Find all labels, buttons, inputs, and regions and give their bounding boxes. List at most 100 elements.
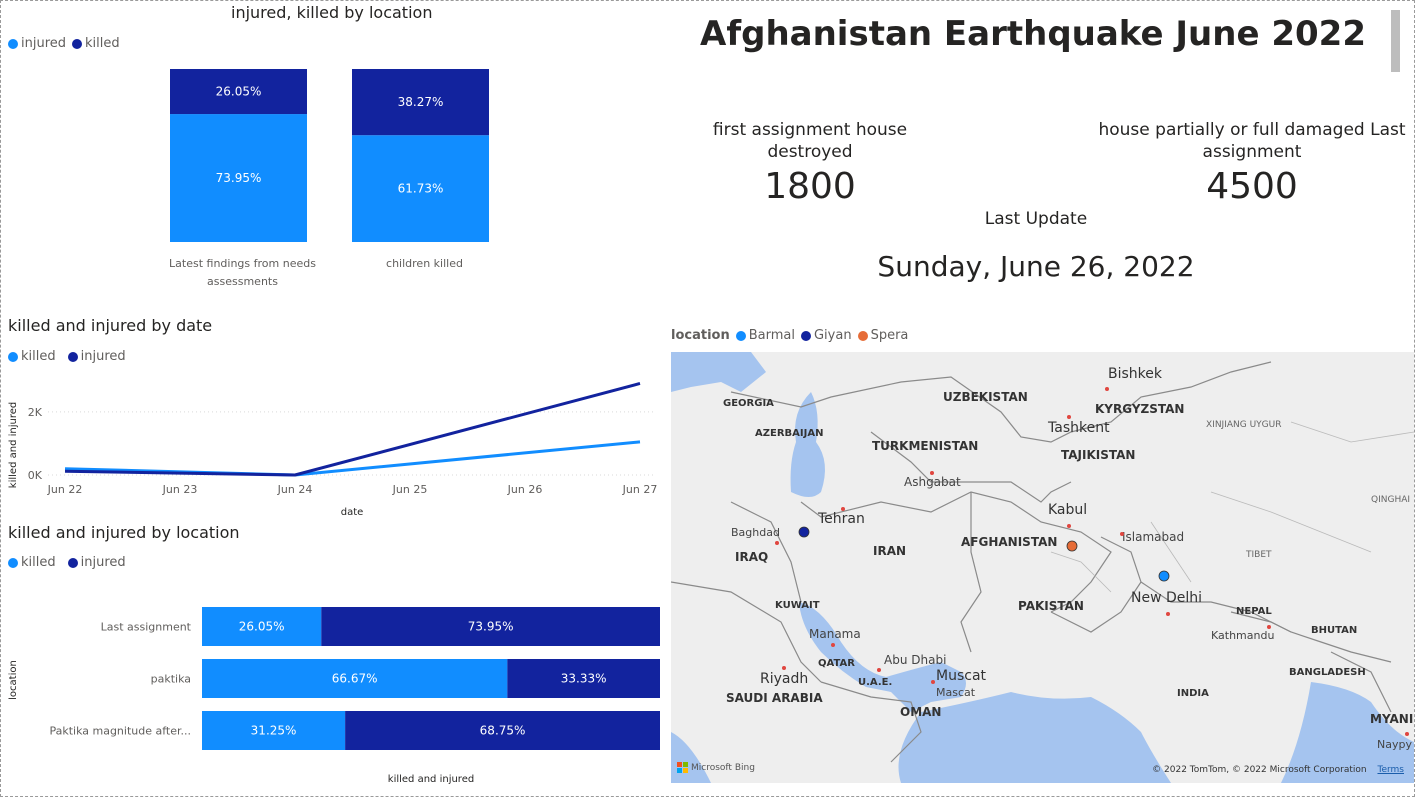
region-tibet-label: TIBET (1246, 550, 1272, 560)
chart2-x-tick-label: Jun 24 (277, 483, 313, 496)
legend-dot-icon (72, 38, 83, 49)
scrollbar-thumb[interactable] (1391, 10, 1400, 72)
country-georgia-label: GEORGIA (723, 398, 774, 409)
chart3-bar-killed (202, 659, 508, 698)
persian-gulf-shape (799, 602, 966, 712)
city-dot-riyadh (782, 666, 786, 670)
dashboard-title: Afghanistan Earthquake June 2022 (700, 14, 1366, 54)
chart2-x-tick-label: Jun 22 (47, 483, 83, 496)
map-point-giyan[interactable] (798, 526, 810, 538)
map-data-points (798, 526, 1170, 582)
city-dot-muscat (931, 680, 935, 684)
caspian-sea-shape (790, 392, 825, 497)
chart3-bar-injured (345, 711, 660, 750)
country-pakistan-label: PAKISTAN (1018, 599, 1084, 613)
chart2-title: killed and injured by date (8, 316, 213, 335)
chart3-x-axis-title: killed and injured (388, 774, 474, 785)
country-kuwait-label: KUWAIT (775, 600, 820, 611)
chart2-legend-injured[interactable]: injured (67, 349, 126, 364)
chart3-category-label: paktika (151, 673, 191, 686)
map-point-barmal[interactable] (1158, 570, 1170, 582)
city-dots (775, 387, 1409, 736)
chart1-bar-killed (170, 69, 307, 115)
country-iraq-label: IRAQ (735, 550, 769, 564)
city-dot-tehran (841, 507, 845, 511)
region-qinghai-label: QINGHAI (1371, 495, 1411, 505)
card-first-assignment-label: first assignment house destroyed (712, 120, 908, 162)
country-azerbaijan-label: AZERBAIJAN (755, 428, 824, 439)
chart3-bar-killed (202, 711, 346, 750)
country-oman-label: OMAN (900, 705, 942, 719)
chart2-legend-killed[interactable]: killed (8, 349, 56, 364)
country-afghanistan-label: AFGHANISTAN (961, 535, 1058, 549)
chart1-bar-injured (352, 135, 489, 242)
country-uae-label: U.A.E. (858, 677, 893, 688)
legend-dot-icon (857, 330, 868, 341)
city-mascat-label: Mascat (936, 686, 976, 699)
country-nepal-label: NEPAL (1236, 606, 1272, 617)
chart1-category-label: children killed (386, 257, 463, 270)
map-terms-link[interactable]: Terms (1377, 765, 1404, 775)
chart1-bar-killed (352, 69, 489, 136)
chart1-legend-killed[interactable]: killed (72, 36, 120, 51)
country-turkmenistan-label: TURKMENISTAN (872, 439, 979, 453)
city-kabul-label: Kabul (1048, 502, 1088, 518)
city-new-delhi-label: New Delhi (1131, 590, 1203, 606)
chart2-x-tick-label: Jun 25 (392, 483, 428, 496)
map-legend-spera[interactable]: Spera (857, 328, 908, 343)
chart3-legend-killed[interactable]: killed (8, 555, 56, 570)
chart3-data-label: 26.05% (239, 620, 285, 634)
legend-dot-icon (67, 351, 78, 362)
chart2-y-axis-title: killed and injured (8, 402, 19, 488)
chart3-bar-injured (321, 607, 660, 646)
city-dot-kabul (1067, 524, 1071, 528)
bing-logo: Microsoft Bing (677, 762, 755, 773)
chart3-y-axis-title: location (8, 660, 19, 700)
chart1-data-label: 61.73% (398, 182, 444, 196)
chart1-data-label: 73.95% (216, 171, 262, 185)
city-dot-naypyidaw (1405, 732, 1409, 736)
chart3-data-label: 33.33% (561, 672, 607, 686)
last-update-value: Sunday, June 26, 2022 (877, 250, 1195, 283)
city-dot-manama (831, 643, 835, 647)
city-riyadh-label: Riyadh (760, 671, 809, 687)
map-visual[interactable]: UZBEKISTAN KYRGYZSTAN GEORGIA AZERBAIJAN… (671, 352, 1414, 783)
chart3-legend-injured[interactable]: injured (67, 555, 126, 570)
country-kyrgyzstan-label: KYRGYZSTAN (1095, 402, 1185, 416)
city-abu-dhabi-label: Abu Dhabi (884, 653, 947, 667)
border-lines (671, 361, 1392, 763)
city-manama-label: Manama (809, 627, 861, 641)
map-canvas (671, 352, 1414, 783)
map-legend-title: location (671, 328, 730, 343)
map-legend-barmal[interactable]: Barmal (735, 328, 795, 343)
chart1-title: injured, killed by location (231, 3, 433, 22)
country-myanmar-label: MYANI (1370, 712, 1414, 726)
chart1-bar-injured (170, 114, 307, 242)
city-dot-new-delhi (1166, 612, 1170, 616)
chart1-legend: injured killed (8, 36, 126, 51)
map-point-spera[interactable] (1066, 540, 1078, 552)
country-bhutan-label: BHUTAN (1311, 625, 1358, 636)
country-iran-label: IRAN (873, 544, 907, 558)
chart3-data-label: 68.75% (480, 724, 526, 738)
chart2-x-tick-label: Jun 27 (622, 483, 658, 496)
city-kathmandu-label: Kathmandu (1211, 629, 1275, 642)
country-saudi-arabia-label: SAUDI ARABIA (726, 691, 823, 705)
chart1-legend-injured[interactable]: injured (8, 36, 66, 51)
city-dot-islamabad (1120, 532, 1124, 536)
city-dot-bishkek (1105, 387, 1109, 391)
chart2-plot: 0K 2K Jun 22 Jun 23 Jun 24 Jun 25 Jun 26 Jun 27… (8, 382, 658, 518)
city-baghdad-label: Baghdad (731, 526, 780, 539)
city-tehran-label: Tehran (818, 511, 865, 527)
map-legend-giyan[interactable]: Giyan (800, 328, 852, 343)
legend-dot-icon (8, 557, 18, 568)
map-copyright: © 2022 TomTom, © 2022 Microsoft Corporat… (1152, 765, 1404, 775)
chart1-plot: 73.95% 26.05% Latest findings from needs as… (169, 69, 489, 288)
chart2-x-tick-label: Jun 23 (162, 483, 198, 496)
chart3-data-label: 73.95% (468, 620, 514, 634)
country-uzbekistan-label: UZBEKISTAN (943, 390, 1028, 404)
city-dot-kathmandu (1267, 625, 1271, 629)
city-tashkent-label: Tashkent (1048, 420, 1110, 436)
chart2-line-injured (64, 382, 641, 477)
city-naypyidaw-label: Naypy (1377, 738, 1412, 751)
